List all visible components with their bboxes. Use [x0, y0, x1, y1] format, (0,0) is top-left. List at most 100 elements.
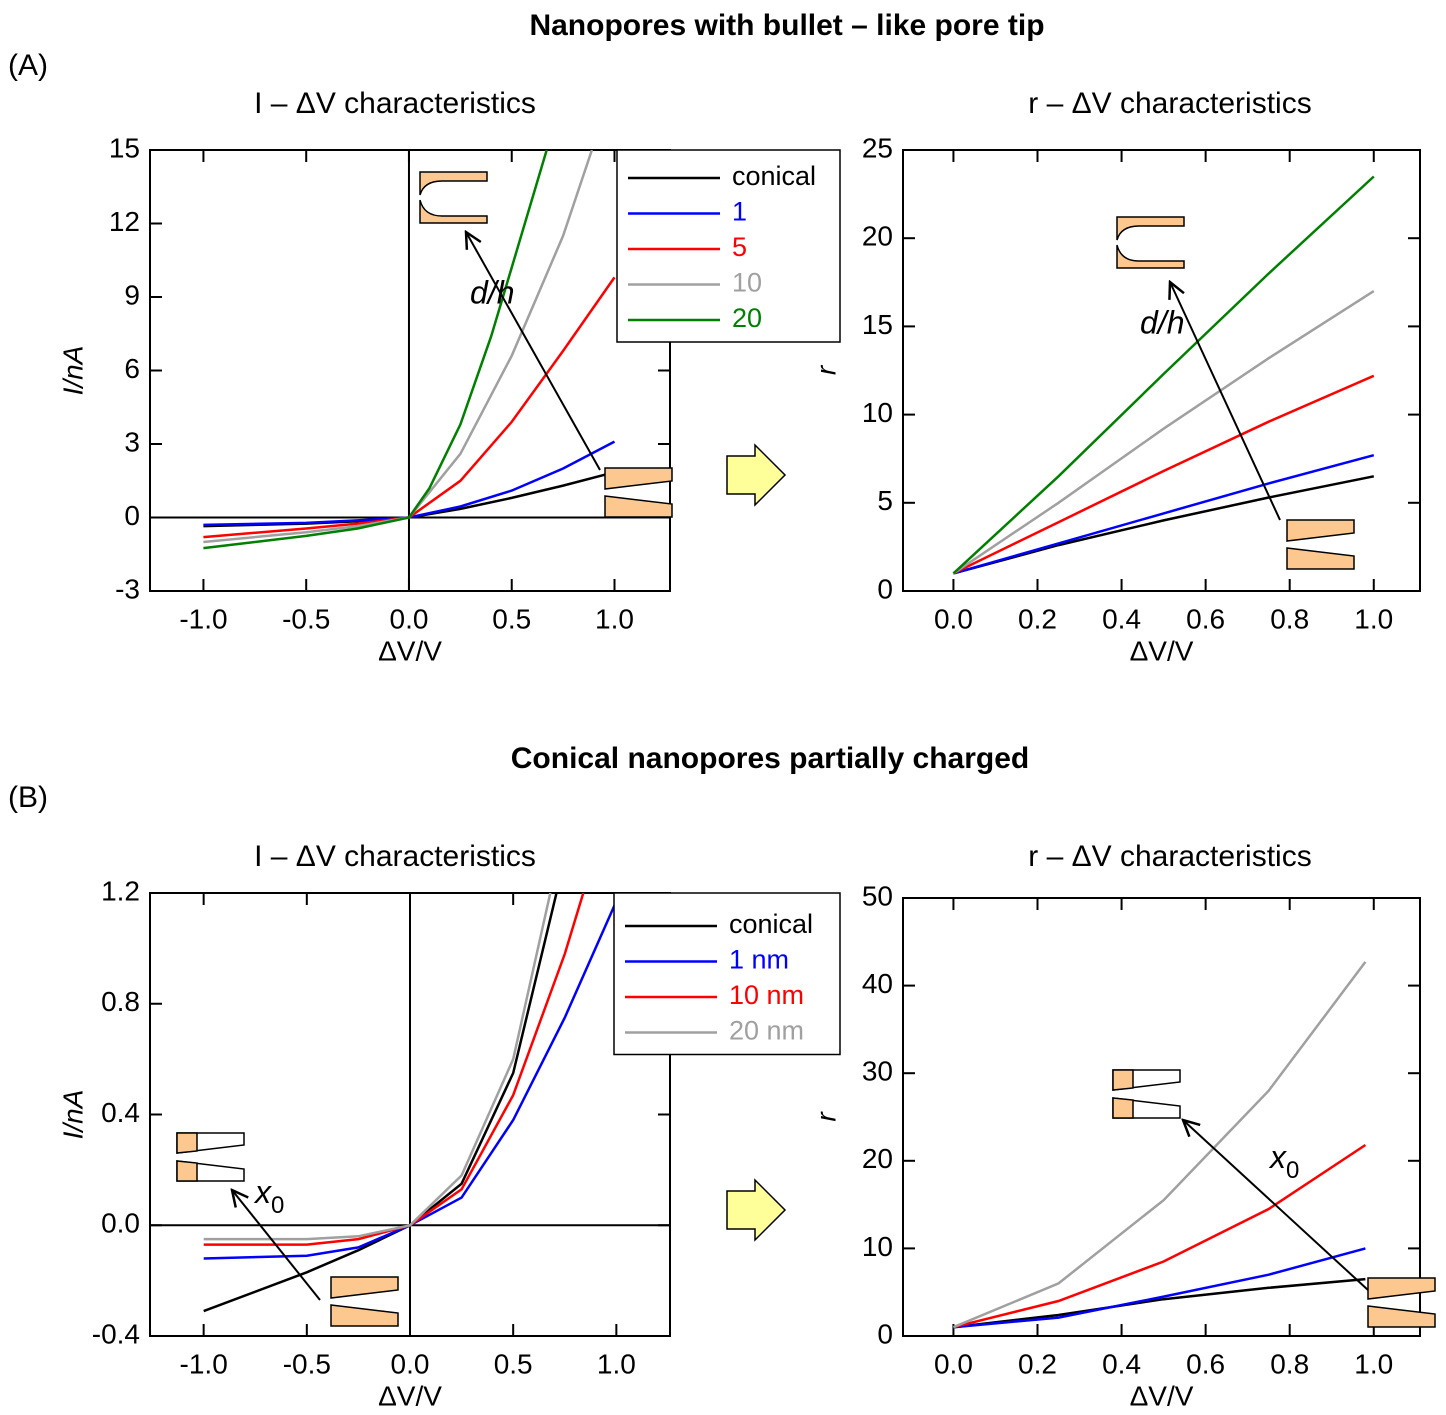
x-axis-label: ΔV/V — [1130, 635, 1194, 666]
y-tick-label: 1.2 — [101, 875, 140, 906]
x-axis-label: ΔV/V — [1130, 1380, 1194, 1411]
y-tick-label: 10 — [862, 1231, 893, 1262]
x-tick-label: 0.0 — [390, 603, 429, 634]
legend-label: 20 nm — [729, 1016, 804, 1046]
panel-label: (B) — [8, 781, 48, 814]
annotation-arrow — [1170, 282, 1281, 521]
y-tick-label: 0 — [124, 500, 140, 531]
x-tick-label: 0.0 — [391, 1348, 430, 1379]
annotation: x0 — [1268, 1139, 1299, 1184]
annotation-arrow — [232, 1190, 321, 1301]
pore-icon — [1116, 216, 1185, 241]
series-line — [203, 893, 552, 1241]
x-tick-label: -1.0 — [179, 603, 227, 634]
annotation-sub: 0 — [271, 1192, 284, 1219]
x-tick-label: 0.0 — [934, 603, 973, 634]
pore-icon — [1367, 1305, 1436, 1328]
x-tick-label: 0.8 — [1270, 603, 1309, 634]
x-tick-label: 0.0 — [934, 1348, 973, 1379]
y-tick-label: 20 — [862, 221, 893, 252]
legend-label: 20 — [732, 303, 762, 333]
y-tick-label: 0 — [877, 573, 893, 604]
series-line — [203, 900, 618, 1260]
legend-label: conical — [732, 161, 816, 191]
flow-arrow — [726, 443, 787, 507]
series-line — [952, 374, 1375, 575]
x-tick-label: -0.5 — [283, 1348, 331, 1379]
annotation: x0 — [253, 1174, 284, 1219]
legend-box — [613, 892, 841, 1056]
y-tick-label: -0.4 — [92, 1318, 140, 1349]
y-tick-label: 15 — [862, 309, 893, 340]
legend-label: 10 — [732, 268, 762, 298]
pore-icon — [419, 171, 488, 196]
pore-icon — [604, 495, 673, 518]
series-line — [203, 276, 616, 539]
annotation: d/h — [1140, 304, 1184, 340]
x-tick-label: 0.5 — [494, 1348, 533, 1379]
series-line — [203, 150, 594, 544]
y-tick-label: 10 — [862, 397, 893, 428]
series-line — [203, 893, 558, 1313]
series-line — [952, 175, 1375, 575]
series-line — [952, 961, 1367, 1329]
panel-label: (A) — [8, 49, 48, 82]
y-tick-label: 12 — [109, 206, 140, 237]
series-line — [203, 440, 616, 527]
x-tick-label: 1.0 — [595, 603, 634, 634]
y-tick-label: 40 — [862, 968, 893, 999]
y-axis-label: I/nA — [57, 1090, 88, 1140]
y-tick-label: 20 — [862, 1143, 893, 1174]
annotation-arrow — [466, 232, 601, 471]
pore-icon — [330, 1304, 399, 1327]
pore-icon — [1112, 1097, 1134, 1119]
plot-area — [952, 961, 1367, 1329]
legend-label: 5 — [732, 232, 747, 262]
y-tick-label: 5 — [877, 485, 893, 516]
pore-icon — [330, 1276, 399, 1299]
legend-label: 1 — [732, 197, 747, 227]
plot-area — [203, 893, 618, 1313]
y-tick-label: 30 — [862, 1056, 893, 1087]
x-tick-label: 0.2 — [1018, 1348, 1057, 1379]
annotation-sub: 0 — [1286, 1157, 1299, 1184]
pore-icon — [176, 1160, 198, 1182]
series-line — [203, 150, 548, 550]
series-line — [953, 1277, 1366, 1329]
annotation-arrow — [1183, 1120, 1369, 1291]
pore-icon — [1286, 547, 1355, 570]
series-line — [203, 893, 585, 1246]
y-tick-label: 0.8 — [101, 986, 140, 1017]
annotation-main: x — [1268, 1139, 1287, 1175]
series-line — [952, 290, 1375, 575]
plot-frame — [902, 149, 1421, 592]
pore-icon — [419, 199, 488, 224]
x-tick-label: 0.2 — [1018, 603, 1057, 634]
y-axis-label: r — [810, 1111, 841, 1122]
chart-title: I – ΔV characteristics — [254, 87, 536, 120]
plot-area — [203, 150, 616, 550]
x-tick-label: 0.5 — [492, 603, 531, 634]
y-tick-label: 9 — [124, 279, 140, 310]
y-tick-label: 0.4 — [101, 1097, 140, 1128]
x-tick-label: 0.6 — [1186, 1348, 1225, 1379]
x-tick-label: 0.8 — [1270, 1348, 1309, 1379]
y-tick-label: -3 — [115, 573, 140, 604]
series-line — [953, 1143, 1367, 1329]
x-tick-label: 0.4 — [1102, 603, 1141, 634]
pore-icon — [1286, 519, 1355, 542]
chart-title: r – ΔV characteristics — [1028, 840, 1311, 873]
x-axis-label: ΔV/V — [378, 1380, 442, 1411]
pore-icon — [1367, 1277, 1436, 1300]
y-tick-label: 6 — [124, 353, 140, 384]
chart-title: I – ΔV characteristics — [254, 840, 536, 873]
legend-box — [616, 149, 841, 343]
legend-label: 1 nm — [729, 945, 789, 975]
x-tick-label: 0.6 — [1186, 603, 1225, 634]
y-tick-label: 50 — [862, 880, 893, 911]
plot-frame — [902, 897, 1421, 1337]
y-tick-label: 0 — [877, 1318, 893, 1349]
y-tick-label: 3 — [124, 426, 140, 457]
x-tick-label: 0.4 — [1102, 1348, 1141, 1379]
